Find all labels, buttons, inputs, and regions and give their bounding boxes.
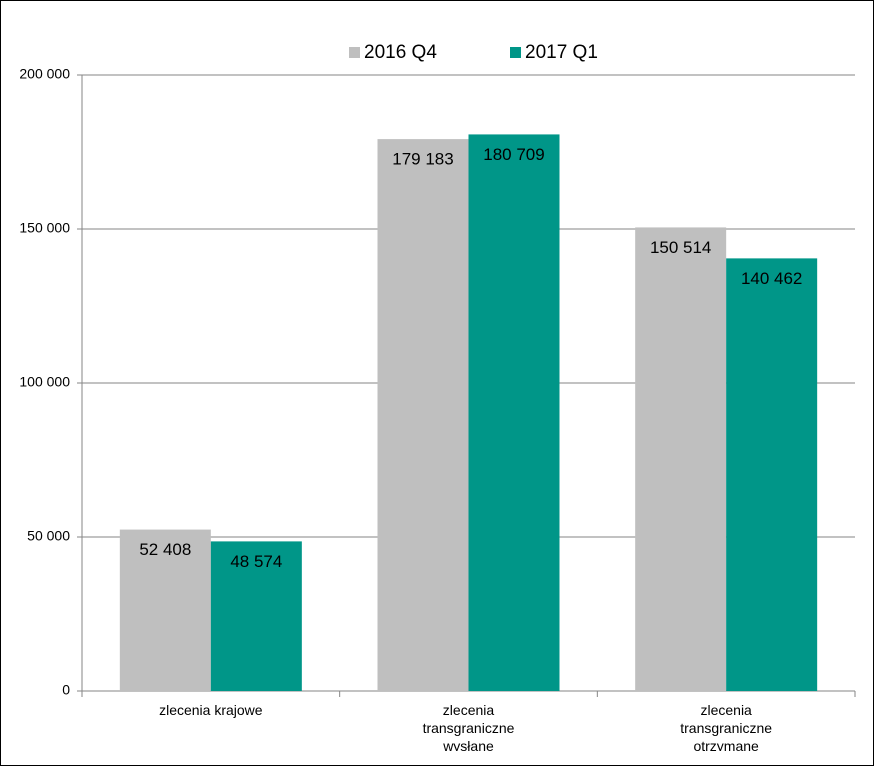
legend-swatch bbox=[349, 47, 360, 58]
bar bbox=[468, 134, 560, 692]
legend-label: 2017 Q1 bbox=[525, 42, 598, 63]
legend-label: 2016 Q4 bbox=[364, 42, 437, 63]
data-label: 48 574 bbox=[230, 552, 282, 571]
y-tick-label: 100 000 bbox=[19, 374, 70, 390]
x-tick-label-box: zlecenia krajowe bbox=[159, 702, 263, 718]
data-label: 52 408 bbox=[139, 540, 191, 559]
data-label: 140 462 bbox=[741, 269, 802, 288]
x-tick-label-box: zlecenia transgraniczne otrzymane bbox=[680, 702, 773, 751]
data-label: 179 183 bbox=[392, 150, 453, 169]
x-tick-label-box: zlecenia transgraniczne wysłane bbox=[422, 702, 515, 751]
x-tick-label: zlecenia krajowe bbox=[159, 702, 263, 718]
y-tick-label: 50 000 bbox=[27, 528, 70, 544]
y-tick-label: 150 000 bbox=[19, 220, 70, 236]
bar bbox=[377, 139, 469, 692]
x-tick-label: zlecenia transgraniczne otrzymane bbox=[680, 702, 773, 751]
y-tick-label: 0 bbox=[62, 682, 70, 698]
data-label: 150 514 bbox=[650, 238, 711, 257]
data-label: 180 709 bbox=[483, 145, 544, 164]
x-tick-label: zlecenia transgraniczne wysłane bbox=[422, 702, 515, 751]
y-tick-label: 200 000 bbox=[19, 66, 70, 82]
bar bbox=[635, 227, 727, 692]
bar bbox=[210, 541, 302, 691]
legend-swatch bbox=[510, 47, 521, 58]
bar bbox=[726, 258, 818, 691]
bar bbox=[119, 529, 211, 691]
